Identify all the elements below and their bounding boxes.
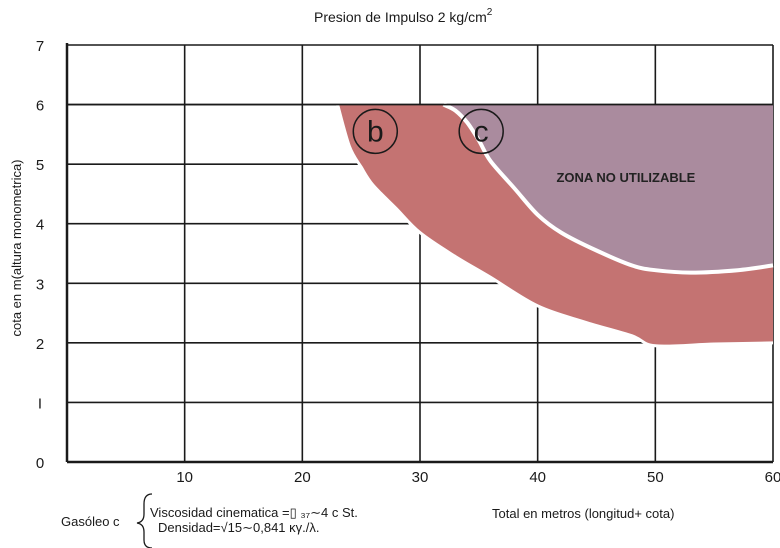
- y-tick-label: I: [38, 395, 42, 412]
- y-tick-label: 0: [36, 455, 44, 472]
- x-tick-label: 40: [529, 469, 546, 486]
- zone-c-area: [443, 104, 773, 273]
- x-axis-label: Total en metros (longitud+ cota): [492, 506, 674, 521]
- title-superscript: 2: [487, 7, 493, 18]
- y-tick-label: 3: [36, 276, 44, 293]
- series-b-label: b: [367, 115, 384, 148]
- zone-b-lower-boundary: [336, 104, 774, 348]
- x-tick-label: 60: [765, 469, 780, 486]
- zone-b-area: [337, 104, 773, 347]
- zone-c-boundary-curve: [442, 102, 774, 275]
- chart-title: Presion de Impulso 2 kg/cm2: [314, 7, 493, 25]
- y-tick-label: 4: [36, 217, 44, 234]
- series-c-circle: [458, 108, 504, 155]
- x-tick-label: 10: [176, 469, 193, 486]
- y-tick-label: 5: [36, 157, 44, 174]
- plot-area: 0 I 2 3 4 5 6 7 10 20 30 40 50 60 b c ZONA NO UTILIZABLE: [36, 38, 780, 486]
- y-axis-label: cota en m(altura monometrica): [9, 159, 24, 336]
- x-tick-label: 20: [294, 469, 311, 486]
- y-tick-label: 2: [36, 336, 44, 353]
- series-c-label: c: [474, 115, 489, 148]
- x-tick-label: 30: [412, 469, 429, 486]
- y-tick-label: 7: [36, 38, 44, 55]
- brace-icon: [136, 493, 153, 548]
- fluid-label: Gasóleo c: [61, 514, 120, 529]
- viscosity-line: Viscosidad cinematica =▯ ₃₇∼4 c St.: [150, 505, 358, 520]
- density-line: Densidad=√15∼0,841 κγ./λ.: [158, 520, 319, 535]
- x-tick-label: 50: [647, 469, 664, 486]
- zone-annotation: ZONA NO UTILIZABLE: [556, 170, 695, 185]
- y-tick-label: 6: [36, 98, 44, 115]
- series-b-circle: [352, 108, 399, 155]
